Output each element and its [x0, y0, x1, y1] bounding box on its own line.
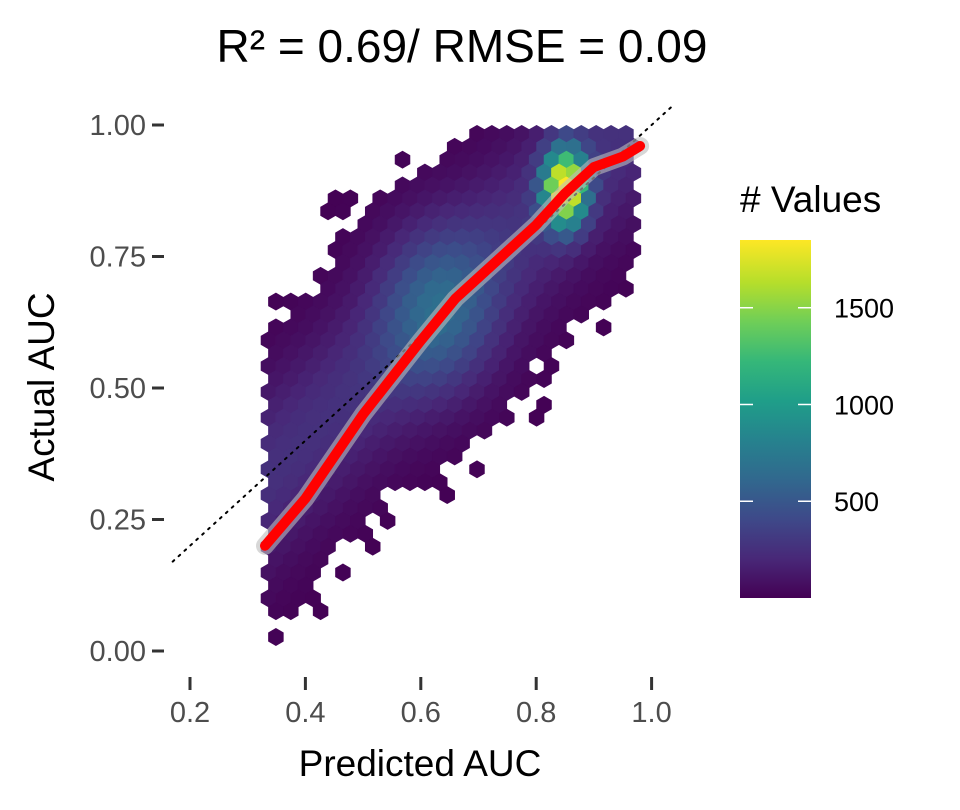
- x-tick-label: 0.2: [170, 697, 210, 729]
- smooth-trend-line: [260, 141, 646, 551]
- hexbin-cells: [260, 124, 642, 646]
- hex-cell-530: [364, 537, 381, 556]
- identity-reference-line: [171, 102, 676, 563]
- colorbar-tick-label: 1500: [834, 294, 894, 324]
- y-tick-label: 0.25: [90, 505, 146, 537]
- x-tick-label: 0.8: [516, 697, 556, 729]
- hex-cell-539: [335, 563, 351, 582]
- hex-cell-425: [528, 408, 545, 427]
- hex-cell-24: [394, 150, 411, 169]
- chart-title: R² = 0.69/ RMSE = 0.09: [217, 20, 708, 72]
- y-tick-label: 0.50: [90, 373, 146, 405]
- x-axis: 0.2 0.4 0.6 0.8 1.0: [170, 677, 672, 729]
- hex-cell-230: [618, 279, 634, 298]
- hex-cell-231: [268, 292, 284, 311]
- plot-panel: [171, 102, 676, 646]
- hex-cell-294: [595, 318, 612, 337]
- x-tick-label: 0.6: [401, 697, 441, 729]
- legend-title: # Values: [740, 179, 881, 220]
- hex-cell-90: [335, 202, 351, 221]
- hex-cell-480: [469, 460, 485, 479]
- hex-cell-548: [283, 602, 299, 621]
- x-tick-label: 1.0: [631, 697, 671, 729]
- hex-cell-372: [536, 370, 552, 388]
- hex-cell-390: [513, 382, 530, 401]
- hex-cell-550: [268, 628, 284, 646]
- hex-cell-440: [476, 421, 493, 440]
- y-tick-label: 1.00: [90, 110, 146, 142]
- hex-cell-517: [379, 511, 396, 530]
- y-axis-title: Actual AUC: [21, 292, 62, 481]
- hex-cell-501: [439, 486, 455, 505]
- y-tick-label: 0.75: [90, 242, 146, 274]
- colorbar: [740, 240, 811, 598]
- hex-cell-424: [499, 408, 515, 427]
- colorbar-ticks: 500 1000 1500: [740, 294, 894, 517]
- hex-cell-253: [595, 292, 612, 311]
- hex-cell-549: [312, 602, 329, 621]
- hex-cell-273: [573, 305, 590, 324]
- x-tick-label: 0.4: [285, 697, 325, 729]
- y-axis: 0.00 0.25 0.50 0.75 1.00: [90, 110, 164, 668]
- x-axis-title: Predicted AUC: [299, 743, 542, 784]
- hex-cell-315: [558, 331, 575, 350]
- colorbar-tick-label: 1000: [834, 390, 894, 420]
- legend: # Values 500 1000 1500: [740, 179, 894, 598]
- y-tick-label: 0.00: [90, 636, 146, 668]
- hex-cell-467: [446, 447, 463, 466]
- colorbar-tick-label: 500: [834, 487, 879, 517]
